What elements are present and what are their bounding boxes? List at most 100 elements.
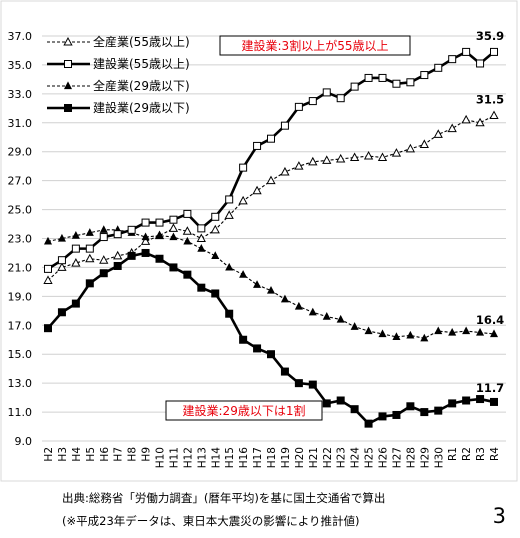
- data-point: [406, 330, 415, 339]
- data-point: [238, 195, 248, 205]
- data-point: [71, 299, 80, 308]
- x-tick-label: R2: [461, 447, 473, 461]
- legend-item: 全産業(55歳以上): [47, 34, 190, 49]
- data-point: [252, 185, 262, 195]
- data-point: [155, 254, 164, 263]
- legend-label: 建設業(55歳以上): [93, 56, 190, 71]
- series-lines: [43, 47, 499, 428]
- x-tick-label: R3: [475, 447, 487, 461]
- x-tick-label: R4: [489, 447, 501, 461]
- y-tick-label: 13.0: [8, 377, 33, 390]
- data-point: [127, 251, 136, 260]
- y-tick-label: 27.0: [8, 175, 33, 188]
- data-point: [349, 152, 360, 161]
- data-point: [183, 209, 192, 218]
- line-chart: 9.0 11.0 13.0 15.0 17.0 19.0 21.0 23.0 25.0 27.0 2…: [0, 0, 518, 482]
- series-2: [44, 47, 498, 273]
- data-point: [169, 215, 178, 224]
- data-point: [489, 110, 499, 120]
- x-tick-label: H22: [322, 447, 334, 468]
- data-point: [322, 312, 331, 320]
- data-point: [392, 79, 401, 88]
- data-point: [168, 223, 179, 232]
- data-point: [225, 195, 234, 204]
- data-point: [419, 139, 429, 148]
- x-tick-label: H28: [405, 447, 417, 468]
- data-point: [211, 212, 220, 221]
- legend-item: 全産業(29歳以下): [47, 78, 190, 93]
- x-tick-label: H15: [224, 447, 236, 468]
- data-point: [266, 175, 276, 185]
- data-point: [476, 59, 485, 68]
- y-axis-tick-labels: 9.0 11.0 13.0 15.0 17.0 19.0 21.0 23.0 25.0 27.0 2…: [8, 30, 33, 448]
- data-point: [267, 350, 275, 359]
- data-point: [350, 82, 359, 91]
- data-point: [377, 152, 388, 161]
- data-point: [239, 270, 248, 278]
- series-1: [43, 110, 499, 284]
- data-point: [378, 329, 387, 338]
- x-tick-label: H9: [141, 447, 153, 462]
- y-tick-label: 19.0: [8, 290, 33, 303]
- data-point: [433, 129, 443, 138]
- data-point: [490, 397, 498, 406]
- data-point: [113, 250, 123, 260]
- page-number: 3: [492, 504, 506, 528]
- data-point: [85, 228, 94, 236]
- y-tick-label: 23.0: [8, 233, 33, 246]
- data-point: [183, 270, 192, 279]
- data-point: [63, 36, 73, 46]
- data-point: [43, 275, 53, 284]
- data-point: [406, 78, 415, 87]
- data-point: [183, 236, 192, 245]
- data-point: [461, 114, 471, 124]
- x-tick-label: H24: [350, 447, 362, 469]
- data-point: [378, 73, 387, 82]
- data-point: [197, 283, 206, 292]
- x-tick-label: H12: [182, 447, 194, 468]
- data-point: [57, 256, 66, 265]
- legend-item: 建設業(55歳以上): [47, 56, 190, 71]
- data-point: [239, 335, 248, 344]
- x-tick-label: H29: [419, 447, 431, 468]
- annotation-upper: 建設業:3割以上が55歳以上: [219, 35, 411, 56]
- series-4: [44, 248, 498, 428]
- data-point: [141, 248, 150, 257]
- data-point: [350, 405, 359, 414]
- end-value-label: 16.4: [476, 313, 504, 327]
- x-axis-tick-labels: H2 H3 H4 H5 H6 H7 H8 H9 H10 H11 H12 H13 H14 H15 H16 H17…: [43, 447, 501, 469]
- data-point: [336, 153, 346, 163]
- data-point: [57, 308, 66, 317]
- data-point: [169, 263, 178, 272]
- data-point: [64, 104, 72, 112]
- data-point: [85, 279, 94, 288]
- data-point: [197, 244, 206, 252]
- x-tick-label: H14: [210, 447, 222, 469]
- data-point: [391, 148, 402, 157]
- annotation-lower: 建設業:29歳以下は1割: [165, 400, 323, 421]
- data-point: [141, 232, 150, 241]
- x-tick-label: H25: [364, 447, 376, 468]
- data-point: [64, 60, 72, 68]
- series-3: [43, 225, 499, 342]
- x-tick-label: H21: [308, 447, 320, 468]
- data-point: [294, 102, 303, 111]
- data-point: [363, 151, 374, 160]
- data-point: [489, 329, 499, 338]
- data-point: [476, 327, 485, 336]
- data-point: [420, 71, 429, 80]
- data-point: [44, 324, 52, 333]
- x-tick-label: R1: [447, 447, 459, 461]
- data-point: [434, 406, 443, 415]
- data-point: [350, 322, 359, 330]
- estimate-note: (※平成23年データは、東日本大震災の影響により推計値): [62, 514, 360, 528]
- series-line: [47, 229, 495, 339]
- data-point: [434, 63, 443, 72]
- annotation-upper-text: 建設業:3割以上が55歳以上: [242, 38, 389, 53]
- x-tick-label: H16: [238, 447, 250, 469]
- y-tick-label: 29.0: [8, 146, 33, 159]
- data-point: [392, 332, 401, 340]
- data-point: [405, 143, 416, 153]
- y-tick-label: 17.0: [8, 319, 33, 332]
- data-point: [44, 264, 52, 273]
